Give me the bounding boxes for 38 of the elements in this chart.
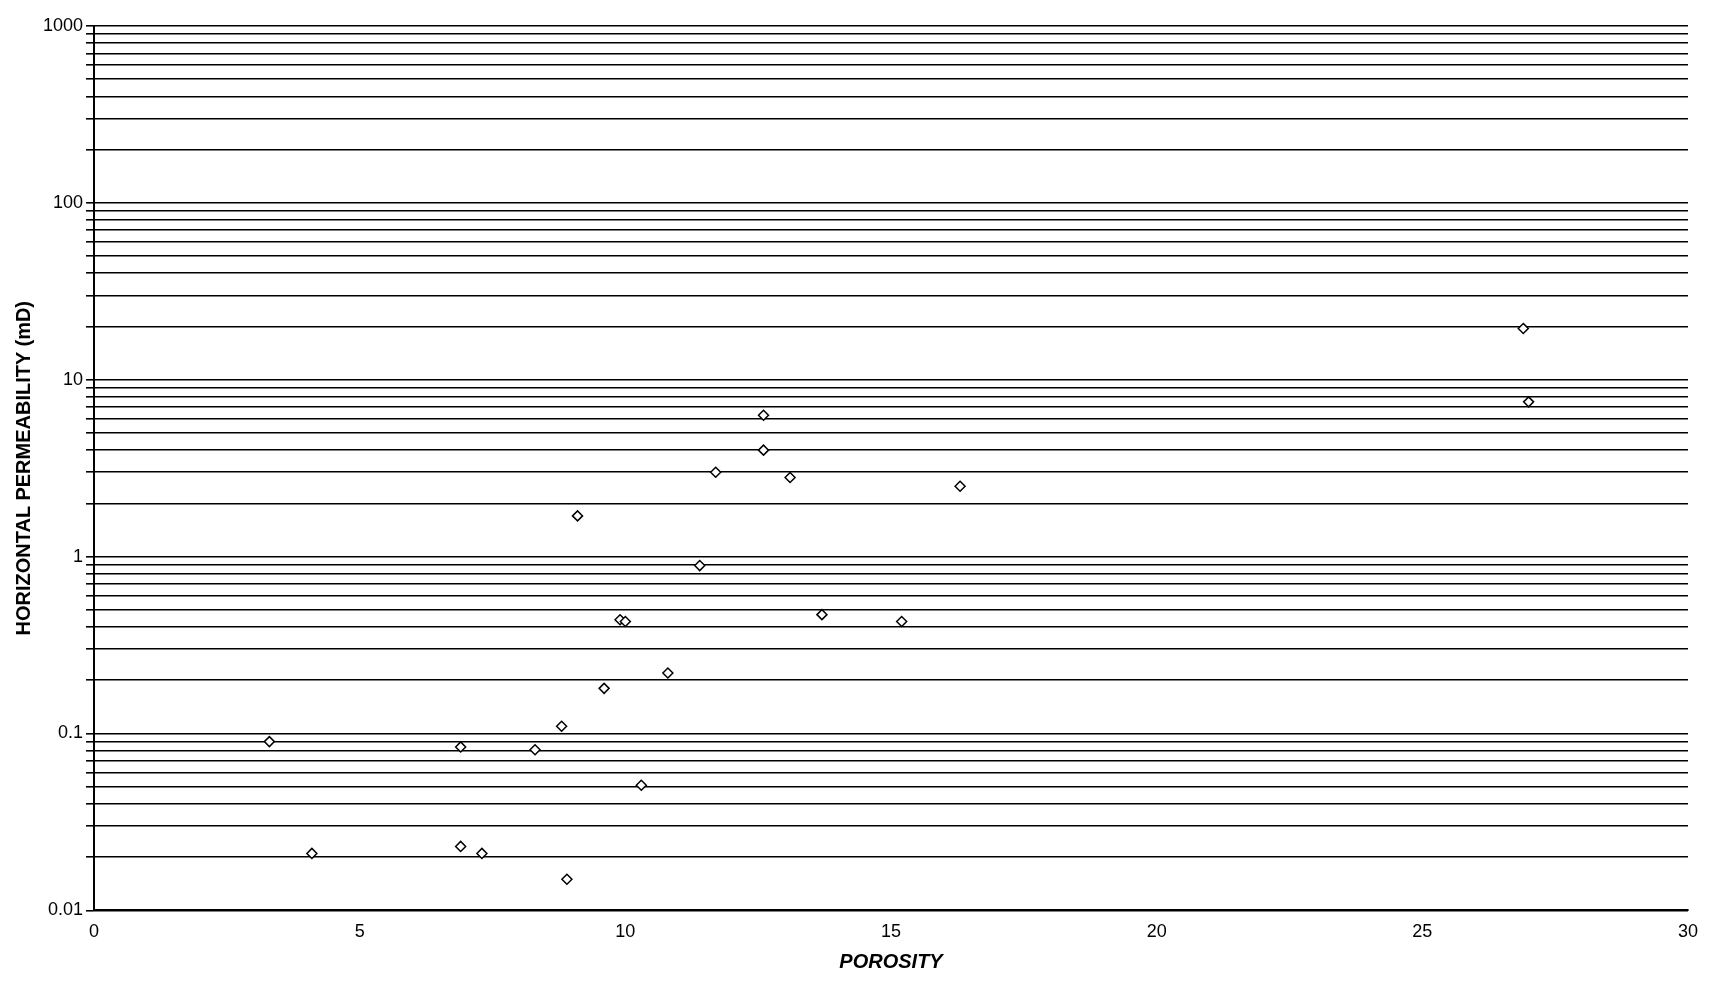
point	[1517, 322, 1530, 335]
point	[555, 720, 568, 732]
y-tick-label: 1000	[43, 14, 84, 35]
point	[598, 682, 610, 695]
x-tick-label: 10	[615, 921, 636, 942]
point	[662, 667, 674, 679]
point	[954, 480, 966, 492]
point	[709, 466, 722, 478]
x-tick-label: 15	[881, 921, 902, 942]
point	[263, 735, 276, 748]
y-tick-label: 0.01	[48, 899, 84, 920]
x-tick-label: 0	[89, 921, 100, 942]
x-tick-label: 25	[1412, 921, 1433, 942]
point	[529, 743, 541, 756]
point	[694, 559, 706, 572]
point	[561, 873, 573, 885]
x-tick-label: 30	[1677, 921, 1699, 942]
y-tick-label: 100	[53, 191, 84, 212]
y-axis-title: HORIZONTAL PERMEABILITY (mD)	[11, 300, 34, 636]
point	[757, 409, 770, 421]
point	[635, 779, 648, 791]
x-tick-label: 20	[1146, 921, 1167, 942]
point	[816, 608, 828, 621]
point	[1522, 396, 1535, 408]
point	[895, 615, 908, 628]
x-tick-label: 5	[354, 921, 365, 942]
y-tick-label: 0.1	[58, 722, 84, 743]
point	[757, 444, 770, 456]
point	[454, 741, 467, 753]
y-tick-label: 1	[73, 545, 84, 566]
point	[454, 840, 467, 853]
point	[619, 615, 632, 628]
y-tick-label: 10	[63, 368, 84, 389]
point	[306, 847, 318, 860]
x-axis-title: POROSITY	[839, 949, 945, 972]
point	[571, 510, 584, 522]
point	[784, 471, 796, 484]
point	[476, 847, 488, 860]
